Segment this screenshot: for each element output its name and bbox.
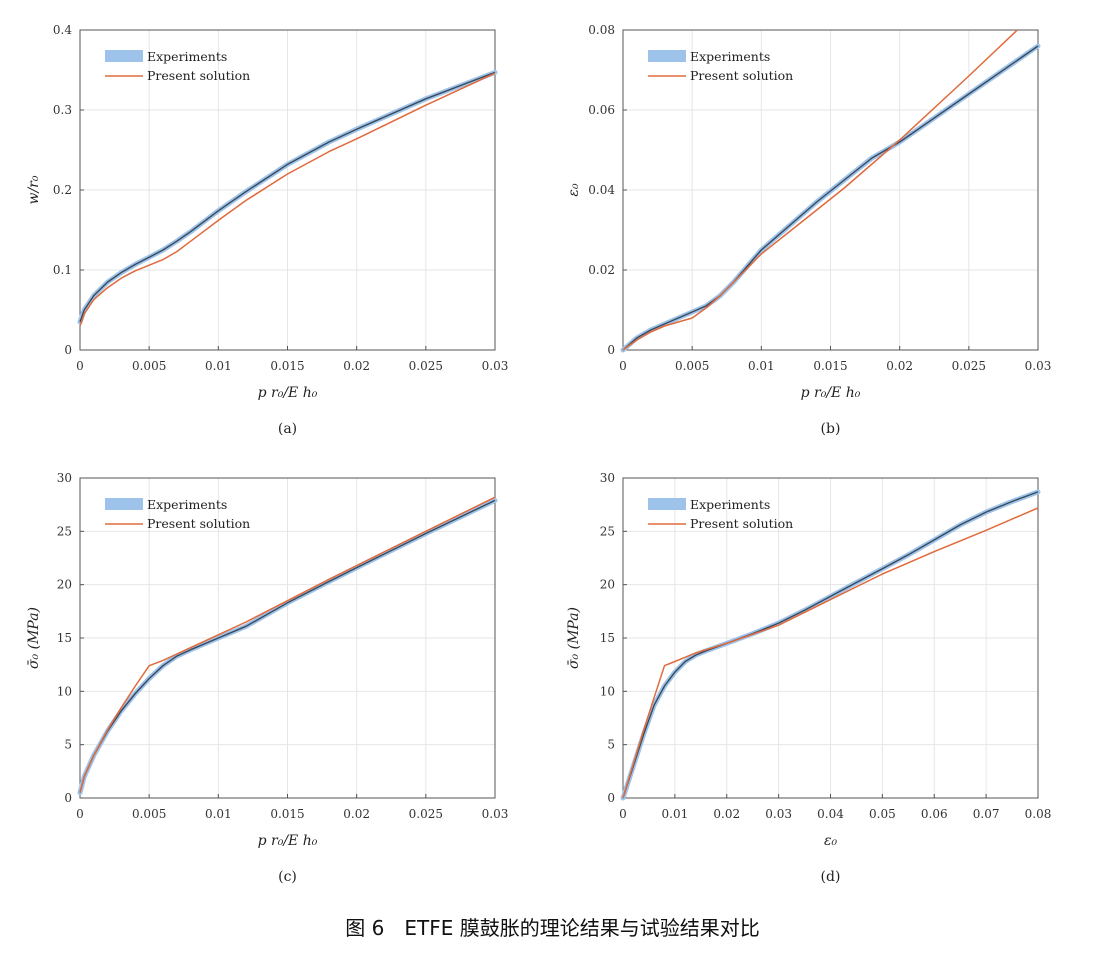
x-tick-label: 0.015	[813, 359, 847, 373]
x-tick-label: 0.015	[270, 359, 304, 373]
legend-label-present: Present solution	[690, 516, 793, 531]
y-tick-label: 10	[57, 684, 72, 698]
x-tick-label: 0	[619, 807, 627, 821]
x-tick-label: 0.01	[662, 807, 689, 821]
legend-label-present: Present solution	[147, 516, 250, 531]
x-tick-label: 0.02	[343, 807, 370, 821]
y-tick-label: 20	[600, 578, 615, 592]
x-tick-label: 0.005	[132, 359, 166, 373]
x-tick-label: 0.08	[1025, 807, 1052, 821]
y-tick-label: 30	[600, 471, 615, 485]
y-tick-label: 0	[64, 343, 72, 357]
x-tick-label: 0.025	[952, 359, 986, 373]
y-tick-label: 15	[600, 631, 615, 645]
x-tick-label: 0.03	[482, 807, 509, 821]
y-tick-label: 15	[57, 631, 72, 645]
y-tick-label: 0.3	[53, 103, 72, 117]
panel-b: 0 0.005 0.01 0.015 0.02 0.025 0.03 0 0.02 0.04 0.0…	[566, 23, 1051, 437]
y-tick-label: 5	[607, 738, 615, 752]
y-tick-label: 0.02	[588, 263, 615, 277]
x-tick-label: 0.005	[132, 807, 166, 821]
x-tick-label: 0	[76, 807, 84, 821]
y-tick-label: 20	[57, 578, 72, 592]
panel-d: 0 0.01 0.02 0.03 0.04 0.05 0.06 0.07 0.08 0 5 10 15 2…	[566, 471, 1051, 885]
present-solution-line	[622, 29, 1018, 351]
legend-swatch-experiments	[105, 50, 143, 62]
x-tick-label: 0.03	[765, 807, 792, 821]
x-tick-label: 0.01	[748, 359, 775, 373]
x-tick-label: 0.05	[869, 807, 896, 821]
x-tick-label: 0.04	[817, 807, 844, 821]
legend-label-experiments: Experiments	[690, 497, 770, 512]
x-tick-label: 0.015	[270, 807, 304, 821]
x-tick-label: 0.03	[482, 359, 509, 373]
x-tick-label: 0.01	[205, 807, 232, 821]
experiments-line	[79, 71, 496, 323]
panel-label: (b)	[821, 421, 841, 437]
legend-swatch-experiments	[105, 498, 143, 510]
legend-swatch-experiments	[648, 498, 686, 510]
x-tick-label: 0.06	[921, 807, 948, 821]
x-tick-label: 0.005	[675, 359, 709, 373]
y-axis-label: w/r₀	[26, 175, 42, 204]
x-tick-label: 0.025	[409, 359, 443, 373]
y-tick-label: 5	[64, 738, 72, 752]
y-tick-label: 10	[600, 684, 615, 698]
panel-label: (a)	[278, 421, 297, 437]
x-tick-label: 0.02	[343, 359, 370, 373]
y-tick-label: 0.08	[588, 23, 615, 37]
legend-swatch-experiments	[648, 50, 686, 62]
legend-label-present: Present solution	[690, 68, 793, 83]
y-tick-label: 30	[57, 471, 72, 485]
x-tick-label: 0.02	[886, 359, 913, 373]
x-axis-label: p r₀/E h₀	[258, 385, 318, 401]
experiments-line	[622, 491, 1039, 799]
x-tick-label: 0	[619, 359, 627, 373]
y-axis-label: ε₀	[566, 183, 582, 197]
x-axis-label: ε₀	[824, 833, 838, 849]
x-axis-label: p r₀/E h₀	[801, 385, 861, 401]
y-tick-label: 0	[64, 791, 72, 805]
y-tick-label: 0.06	[588, 103, 615, 117]
panel-a: 0 0.005 0.01 0.015 0.02 0.025 0.03 0 0.1 0.2 0.3 0.…	[26, 23, 508, 437]
x-tick-label: 0.07	[973, 807, 1000, 821]
present-solution-line	[622, 507, 1039, 799]
legend-label-experiments: Experiments	[147, 49, 227, 64]
panel-c: 0 0.005 0.01 0.015 0.02 0.025 0.03 0 5 10 15 20 25 30…	[26, 471, 508, 885]
y-tick-label: 0.2	[53, 183, 72, 197]
x-tick-label: 0.03	[1025, 359, 1052, 373]
x-axis-label: p r₀/E h₀	[258, 833, 318, 849]
y-tick-label: 25	[57, 524, 72, 538]
y-axis-label: σ̄₀ (MPa)	[26, 607, 42, 669]
y-tick-label: 0.1	[53, 263, 72, 277]
present-solution-line	[79, 496, 496, 793]
legend-label-present: Present solution	[147, 68, 250, 83]
panel-label: (d)	[821, 869, 841, 885]
y-tick-label: 25	[600, 524, 615, 538]
y-tick-label: 0.04	[588, 183, 615, 197]
y-axis-label: σ̄₀ (MPa)	[566, 607, 582, 669]
x-tick-label: 0.025	[409, 807, 443, 821]
y-tick-label: 0	[607, 343, 615, 357]
x-tick-label: 0.02	[713, 807, 740, 821]
x-tick-label: 0.01	[205, 359, 232, 373]
y-tick-label: 0	[607, 791, 615, 805]
panel-label: (c)	[278, 869, 297, 885]
legend-label-experiments: Experiments	[690, 49, 770, 64]
y-tick-label: 0.4	[53, 23, 72, 37]
legend-label-experiments: Experiments	[147, 497, 227, 512]
figure-caption: 图 6 ETFE 膜鼓胀的理论结果与试验结果对比	[345, 916, 760, 940]
present-solution-line	[79, 72, 496, 327]
x-tick-label: 0	[76, 359, 84, 373]
